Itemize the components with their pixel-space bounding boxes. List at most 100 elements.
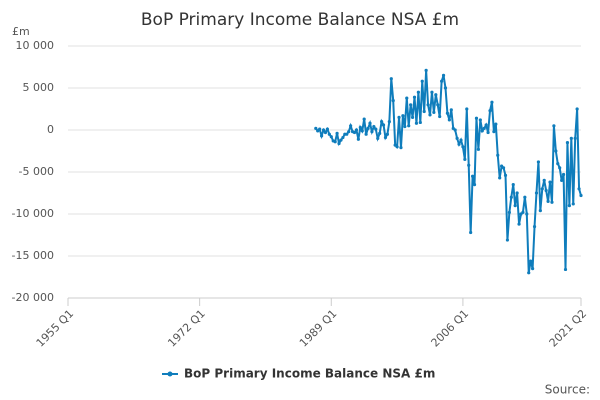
point — [349, 124, 353, 128]
point — [378, 131, 382, 135]
point — [455, 136, 459, 140]
point — [546, 199, 550, 203]
point — [345, 132, 349, 136]
point — [542, 178, 546, 182]
point — [412, 95, 417, 99]
point — [347, 130, 351, 134]
x-tick-label: 1989 Q1 — [297, 307, 340, 350]
point — [571, 202, 575, 206]
y-tick-label: -10 000 — [12, 207, 54, 220]
point — [482, 126, 486, 130]
point — [563, 267, 568, 272]
point — [358, 125, 362, 130]
point — [461, 145, 465, 149]
y-unit: £m — [12, 25, 30, 38]
point — [410, 115, 415, 119]
point — [525, 212, 529, 216]
point — [438, 114, 442, 119]
point — [370, 130, 374, 134]
point — [509, 195, 513, 199]
point — [463, 157, 467, 161]
point — [362, 117, 366, 121]
point — [414, 121, 419, 125]
point — [428, 113, 432, 117]
point — [484, 123, 488, 127]
point — [573, 136, 577, 140]
point — [565, 141, 570, 145]
point — [449, 108, 453, 112]
point — [430, 90, 434, 94]
y-tick-label: 5 000 — [23, 81, 55, 94]
point — [445, 111, 450, 115]
point — [424, 68, 428, 72]
point — [401, 114, 405, 118]
point — [496, 153, 500, 157]
point — [453, 128, 457, 132]
point — [380, 120, 384, 124]
point — [561, 172, 566, 177]
point — [383, 135, 388, 140]
point — [554, 149, 558, 153]
point — [521, 210, 525, 214]
point — [436, 103, 440, 107]
point — [550, 200, 554, 204]
source: Source: — [545, 383, 590, 397]
point — [529, 259, 533, 263]
point — [319, 134, 324, 138]
point — [420, 79, 424, 83]
point — [352, 130, 357, 135]
legend-marker — [167, 371, 173, 377]
point — [488, 109, 492, 113]
point — [360, 129, 364, 133]
point — [416, 90, 420, 94]
point — [409, 103, 413, 107]
point — [531, 267, 535, 271]
point — [459, 138, 463, 142]
point — [469, 230, 473, 235]
point — [476, 147, 480, 151]
point — [405, 96, 409, 100]
point — [498, 176, 502, 180]
point — [527, 271, 531, 275]
point — [538, 209, 542, 213]
point — [407, 124, 411, 128]
point — [337, 141, 341, 146]
point — [389, 77, 393, 81]
point — [376, 136, 380, 140]
point — [335, 131, 339, 135]
point — [341, 135, 345, 140]
point — [441, 73, 446, 77]
point — [399, 146, 403, 150]
point — [333, 140, 337, 144]
point — [321, 128, 326, 132]
x-tick-label: 1955 Q1 — [34, 307, 77, 350]
point — [418, 120, 422, 125]
point — [575, 107, 579, 111]
point — [472, 183, 477, 187]
point — [354, 128, 359, 132]
x-tick-label: 1972 Q1 — [165, 307, 208, 350]
point — [558, 166, 562, 170]
y-tick-label: -5 000 — [19, 165, 54, 178]
point — [387, 120, 391, 124]
point — [517, 222, 521, 226]
point — [372, 125, 376, 129]
point — [391, 99, 395, 103]
point — [474, 116, 479, 120]
point — [523, 195, 527, 199]
point — [318, 127, 322, 131]
point — [540, 187, 544, 191]
point — [548, 180, 552, 184]
point — [395, 145, 399, 149]
point — [478, 118, 482, 122]
point — [569, 136, 573, 140]
legend-label: BoP Primary Income Balance NSA £m — [184, 367, 435, 381]
point — [314, 126, 318, 130]
point — [385, 132, 390, 136]
x-tick-label: 2006 Q1 — [429, 307, 472, 350]
point — [432, 110, 436, 114]
point — [505, 238, 510, 242]
point — [480, 129, 484, 133]
point — [356, 137, 360, 141]
